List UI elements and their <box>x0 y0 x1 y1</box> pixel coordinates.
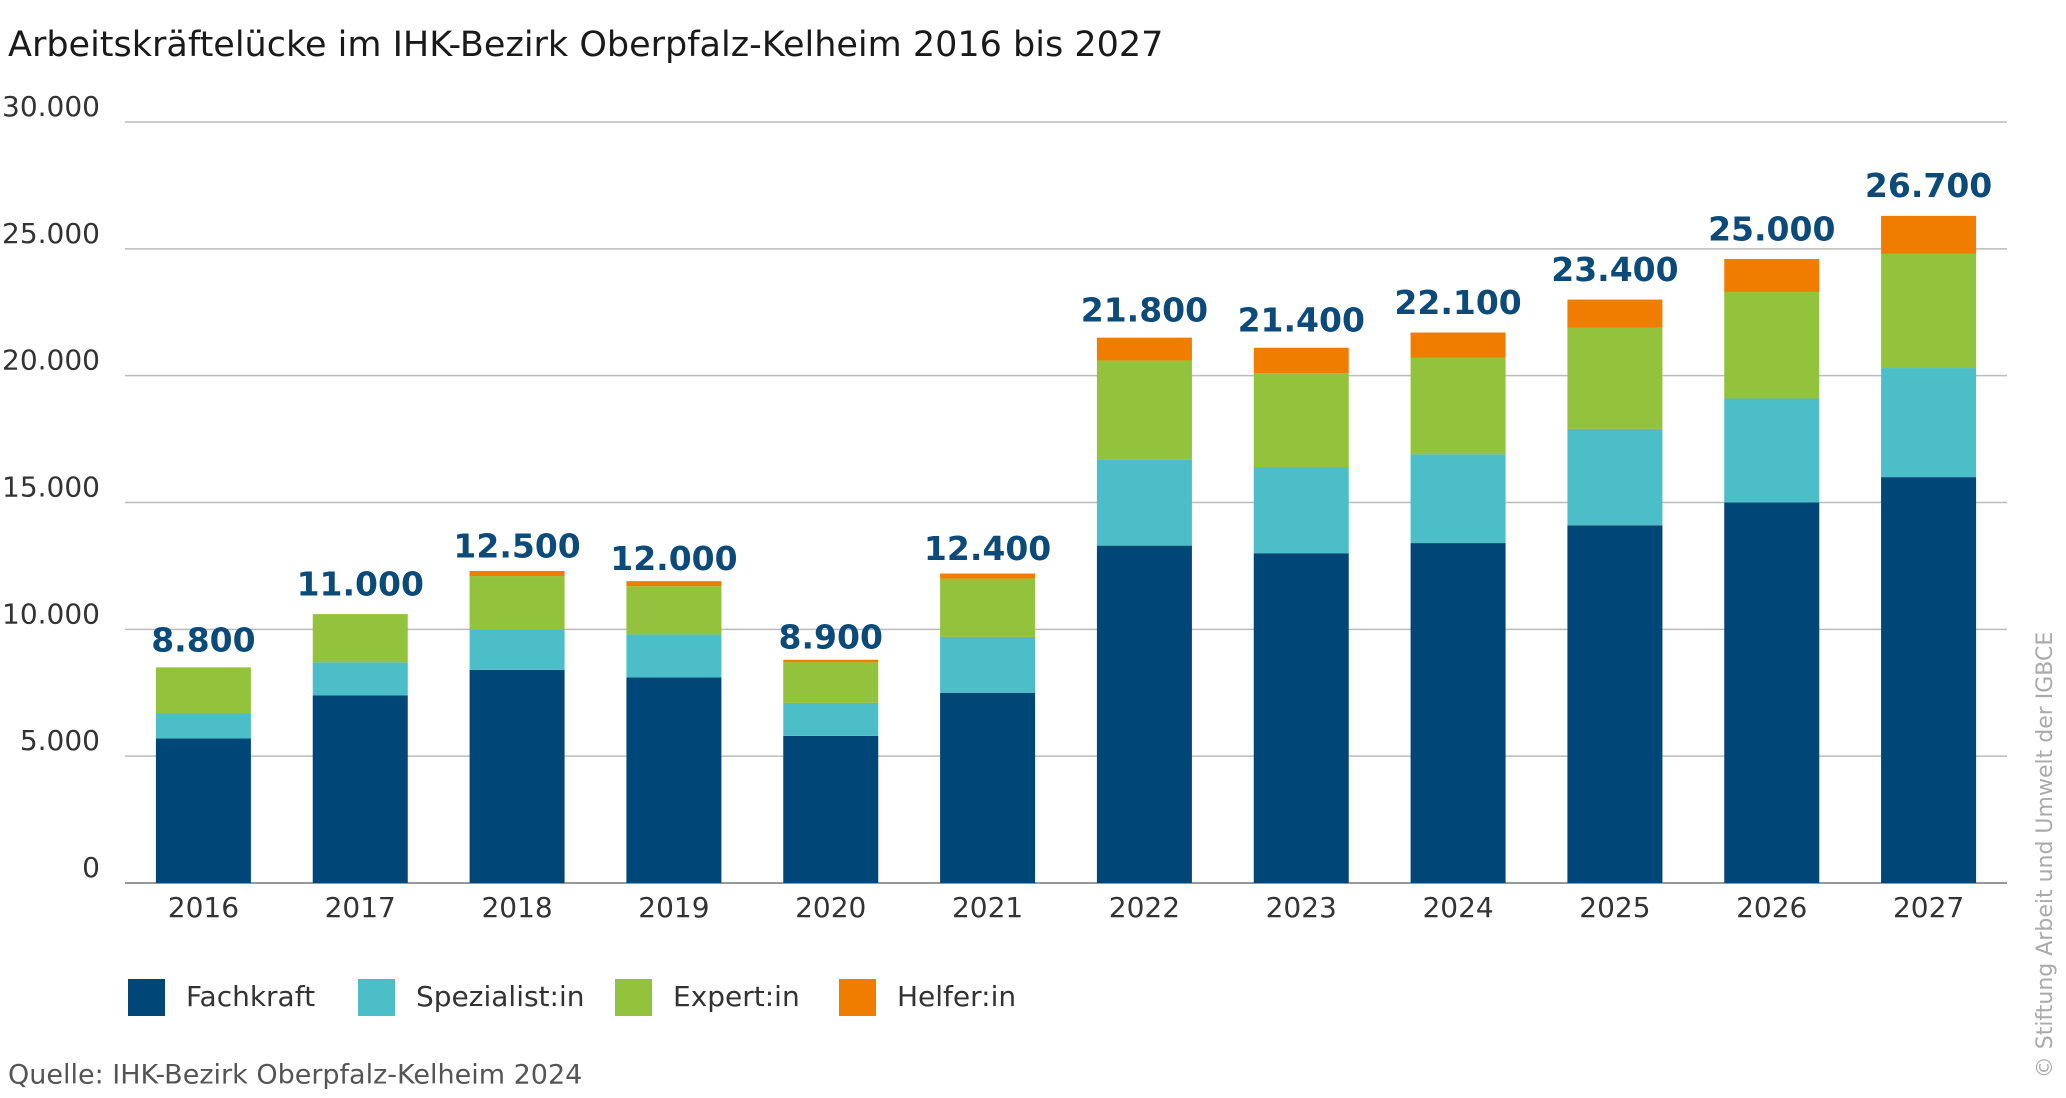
total-label: 11.000 <box>297 564 424 603</box>
bar-segment <box>1253 553 1349 883</box>
total-label: 26.700 <box>1865 166 1992 205</box>
total-label: 12.500 <box>453 526 580 565</box>
bar-segment <box>940 636 1036 693</box>
bar-segment <box>155 713 251 739</box>
bar-segment <box>1410 454 1506 544</box>
total-label: 23.400 <box>1551 250 1678 289</box>
x-tick-label: 2018 <box>481 891 552 924</box>
y-tick-label: 0 <box>82 851 100 884</box>
bar-segment <box>469 629 565 670</box>
bar-segment <box>155 667 251 714</box>
x-tick-label: 2023 <box>1266 891 1337 924</box>
bar-segment <box>1724 258 1820 292</box>
legend-swatch <box>128 979 165 1016</box>
legend-label: Fachkraft <box>186 980 315 1013</box>
bar-segment <box>940 573 1036 579</box>
total-label: 25.000 <box>1708 209 1835 248</box>
bar-segment <box>940 692 1036 883</box>
bar-segment <box>783 662 879 703</box>
bar-segment <box>783 702 879 736</box>
bar-segment <box>626 634 722 678</box>
bar-segment <box>469 570 565 577</box>
source: Quelle: IHK-Bezirk Oberpfalz-Kelheim 202… <box>8 1060 582 1091</box>
bar-segment <box>1567 299 1663 328</box>
x-tick-label: 2016 <box>168 891 239 924</box>
total-label: 22.100 <box>1394 283 1521 322</box>
bar-segment <box>1096 337 1192 361</box>
credit: © Stiftung Arbeit und Umwelt der IGBCE <box>2033 632 2058 1079</box>
total-label: 8.800 <box>151 620 255 659</box>
bar-segment <box>155 738 251 883</box>
x-tick-label: 2020 <box>795 891 866 924</box>
bar-segment <box>626 677 722 883</box>
bar-segment <box>1724 502 1820 883</box>
legend-swatch <box>839 979 876 1016</box>
bar-segment <box>1567 525 1663 883</box>
legend-label: Expert:in <box>673 980 800 1013</box>
bar-segment <box>469 576 565 630</box>
x-tick-label: 2024 <box>1422 891 1493 924</box>
total-label: 8.900 <box>779 618 883 657</box>
x-tick-label: 2017 <box>325 891 396 924</box>
bar-segment <box>312 662 408 696</box>
bar-segment <box>940 578 1036 637</box>
bar-segment <box>469 669 565 883</box>
y-tick-label: 10.000 <box>2 597 100 630</box>
bar-segment <box>1410 543 1506 883</box>
bar-segment <box>312 695 408 883</box>
chart-title: Arbeitskräftelücke im IHK-Bezirk Oberpfa… <box>8 25 1163 65</box>
bar-segment <box>1410 357 1506 455</box>
bar-segment <box>1567 327 1663 429</box>
bar-segment <box>626 586 722 635</box>
bar-segment <box>312 614 408 663</box>
bar-segment <box>1567 428 1663 526</box>
x-tick-label: 2022 <box>1109 891 1180 924</box>
bar-segment <box>1724 291 1820 399</box>
bar-segment <box>1253 466 1349 554</box>
bar-segment <box>1410 332 1506 358</box>
bar-segment <box>783 659 879 663</box>
legend-label: Helfer:in <box>897 980 1016 1013</box>
bar-segment <box>1096 545 1192 883</box>
bar-segment <box>1724 398 1820 503</box>
bar-segment <box>783 735 879 883</box>
bar-segment <box>1253 347 1349 374</box>
total-label: 21.800 <box>1081 291 1208 330</box>
x-tick-label: 2026 <box>1736 891 1807 924</box>
total-label: 21.400 <box>1238 301 1365 340</box>
bar-segment <box>1096 459 1192 546</box>
legend-label: Spezialist:in <box>416 980 585 1013</box>
bar-segment <box>1253 373 1349 467</box>
x-tick-label: 2019 <box>638 891 709 924</box>
y-tick-label: 20.000 <box>2 344 100 377</box>
bar-segment <box>1881 253 1977 369</box>
total-label: 12.400 <box>924 529 1051 568</box>
bar-segment <box>1096 360 1192 460</box>
x-tick-label: 2025 <box>1579 891 1650 924</box>
x-tick-label: 2027 <box>1893 891 1964 924</box>
total-label: 12.000 <box>610 539 737 578</box>
legend-swatch <box>615 979 652 1016</box>
bar-segment <box>1881 368 1977 478</box>
bar-segment <box>626 581 722 587</box>
x-tick-label: 2021 <box>952 891 1023 924</box>
y-tick-label: 5.000 <box>20 724 100 757</box>
bar-segment <box>1881 477 1977 883</box>
y-tick-label: 15.000 <box>2 471 100 504</box>
y-tick-label: 30.000 <box>2 90 100 123</box>
y-tick-label: 25.000 <box>2 217 100 250</box>
bar-segment <box>1881 215 1977 254</box>
legend-swatch <box>358 979 395 1016</box>
